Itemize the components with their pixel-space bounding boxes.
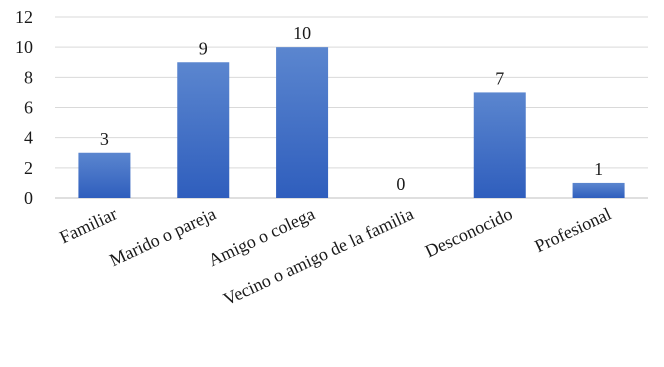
y-tick-label: 6 [24, 98, 33, 118]
data-labels: 3 9 10 0 7 1 [100, 23, 603, 194]
bar [177, 62, 230, 198]
bar [276, 47, 329, 198]
bar [473, 92, 526, 198]
data-label: 0 [396, 174, 405, 194]
y-tick-label: 0 [24, 188, 33, 208]
bars [78, 47, 625, 198]
gridlines [55, 16, 648, 199]
y-tick-label: 8 [24, 67, 33, 87]
category-label: Desconocido [422, 203, 516, 261]
bar [78, 152, 131, 198]
y-tick-label: 4 [24, 128, 33, 148]
y-tick-label: 10 [15, 37, 33, 57]
category-label: Profesional [532, 203, 615, 256]
category-label: Marido o pareja [106, 203, 219, 270]
y-tick-label: 12 [15, 7, 33, 27]
bar [572, 182, 625, 198]
y-axis-ticks: 0 2 4 6 8 10 12 [15, 7, 33, 208]
data-label: 9 [199, 38, 208, 58]
data-label: 3 [100, 129, 109, 149]
data-label: 1 [594, 159, 603, 179]
y-tick-label: 2 [24, 158, 33, 178]
data-label: 10 [293, 23, 311, 43]
category-label: Vecino o amigo de la familia [220, 203, 416, 309]
data-label: 7 [495, 68, 504, 88]
category-label: Familiar [56, 203, 120, 247]
